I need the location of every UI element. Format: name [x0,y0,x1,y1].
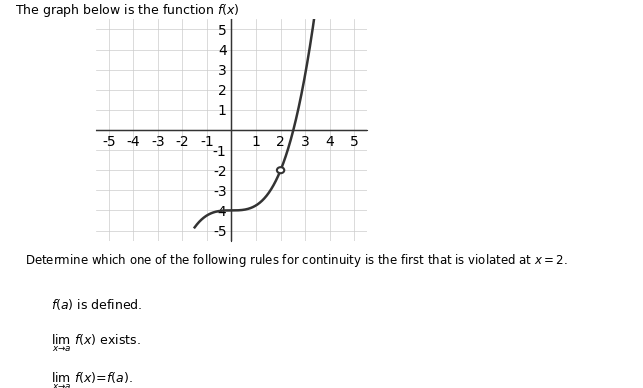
Text: The graph below is the function $f(x)$: The graph below is the function $f(x)$ [15,2,240,19]
Circle shape [277,167,284,173]
Text: $\lim_{x \to a}\ f(x) = f(a).$: $\lim_{x \to a}\ f(x) = f(a).$ [51,370,132,388]
Text: $\lim_{x \to a}\ f(x)$ exists.: $\lim_{x \to a}\ f(x)$ exists. [51,332,140,354]
Text: $f(a)$ is defined.: $f(a)$ is defined. [51,296,142,312]
Text: Determine which one of the following rules for continuity is the first that is v: Determine which one of the following rul… [26,252,568,269]
